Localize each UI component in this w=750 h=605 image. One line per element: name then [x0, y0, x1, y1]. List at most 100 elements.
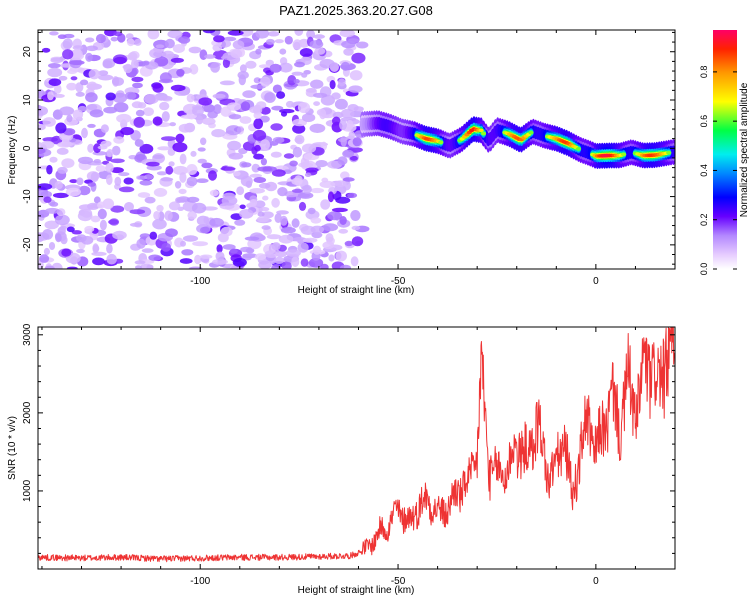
x-tick-label: -50 [391, 276, 406, 287]
y-tick-label: -20 [22, 237, 33, 252]
noise-blob [280, 111, 288, 117]
noise-blob [123, 177, 134, 185]
noise-blob [50, 57, 64, 64]
noise-blob [141, 248, 154, 253]
noise-blob [192, 241, 209, 247]
noise-blob [297, 192, 314, 199]
noise-blob [272, 136, 285, 144]
noise-blob [131, 76, 144, 82]
noise-blob [144, 196, 156, 204]
noise-blob [95, 165, 106, 172]
noise-blob [110, 158, 125, 164]
noise-blob [213, 35, 225, 43]
noise-blob [153, 211, 161, 220]
noise-blob [291, 218, 300, 228]
noise-blob [204, 54, 216, 59]
noise-blob [255, 48, 262, 55]
noise-blob [348, 130, 355, 140]
colorbar: 0.0 0.2 0.4 0.6 0.8 Normalized spectral ampl… [699, 30, 750, 275]
noise-blob [236, 186, 245, 196]
noise-blob [133, 116, 145, 128]
noise-blob [232, 257, 247, 267]
noise-blob [249, 199, 258, 207]
noise-blob [309, 40, 324, 49]
noise-blob [302, 237, 318, 243]
noise-blob [325, 233, 334, 243]
noise-blob [264, 92, 276, 103]
noise-blob [301, 143, 317, 154]
spectrogram-x-label: Height of straight line (km) [298, 285, 415, 296]
noise-blob [258, 182, 271, 189]
noise-blob [86, 104, 98, 111]
noise-blob [339, 119, 347, 131]
noise-blob [152, 153, 166, 164]
noise-blob [222, 57, 230, 69]
noise-blob [157, 95, 173, 101]
noise-blob [110, 205, 125, 213]
noise-blob [257, 211, 265, 217]
noise-blob [80, 79, 89, 86]
noise-blob [140, 263, 154, 269]
noise-blob [322, 223, 339, 232]
noise-blob [42, 117, 56, 127]
noise-blob [297, 102, 311, 114]
noise-blob [307, 207, 316, 215]
noise-blob [208, 170, 217, 181]
noise-blob [129, 222, 142, 227]
noise-blob [134, 260, 146, 265]
noise-blob [100, 140, 112, 147]
noise-blob [312, 245, 322, 255]
noise-blob [200, 226, 210, 234]
noise-blob [328, 254, 335, 262]
noise-blob [59, 225, 67, 231]
noise-blob [123, 63, 133, 74]
colorbar-tick-label: 0.4 [699, 164, 709, 177]
noise-blob [301, 113, 316, 123]
noise-blob [198, 97, 213, 106]
noise-blob [113, 31, 123, 37]
noise-blob [287, 75, 297, 86]
noise-blob [46, 164, 53, 175]
noise-blob [340, 108, 355, 119]
noise-blob [352, 137, 362, 147]
noise-blob [157, 146, 171, 151]
noise-blob [334, 98, 348, 110]
noise-blob [124, 91, 137, 100]
noise-blob [76, 234, 87, 243]
noise-blob [104, 30, 117, 37]
noise-blob [72, 109, 84, 120]
noise-blob [285, 100, 295, 108]
track-cell [575, 147, 582, 151]
noise-blob [92, 257, 105, 266]
noise-blob [294, 30, 304, 36]
colorbar-axis: 0.0 0.2 0.4 0.6 0.8 [699, 66, 737, 275]
noise-blob [339, 30, 355, 38]
noise-blob [116, 113, 132, 124]
noise-blob [249, 106, 261, 114]
noise-blob [139, 180, 153, 186]
noise-blob [105, 162, 114, 173]
y-tick-label: -10 [22, 189, 33, 204]
y-tick-label: 1000 [22, 479, 33, 502]
noise-blob [349, 70, 363, 81]
noise-blob [167, 30, 183, 39]
noise-blob [48, 78, 62, 86]
noise-region [38, 30, 370, 269]
noise-blob [209, 217, 225, 227]
noise-blob [167, 147, 176, 156]
noise-blob [337, 156, 348, 166]
noise-blob [228, 114, 242, 120]
noise-blob [97, 201, 106, 209]
noise-blob [165, 165, 174, 175]
x-tick-label: 0 [593, 276, 599, 287]
noise-blob [93, 143, 101, 154]
noise-blob [271, 169, 286, 177]
noise-blob [49, 201, 59, 207]
noise-blob [212, 258, 228, 265]
noise-blob [255, 30, 270, 39]
noise-blob [306, 30, 316, 40]
noise-blob [110, 167, 124, 174]
noise-blob [327, 211, 343, 221]
noise-blob [159, 72, 172, 83]
noise-blob [327, 191, 335, 203]
